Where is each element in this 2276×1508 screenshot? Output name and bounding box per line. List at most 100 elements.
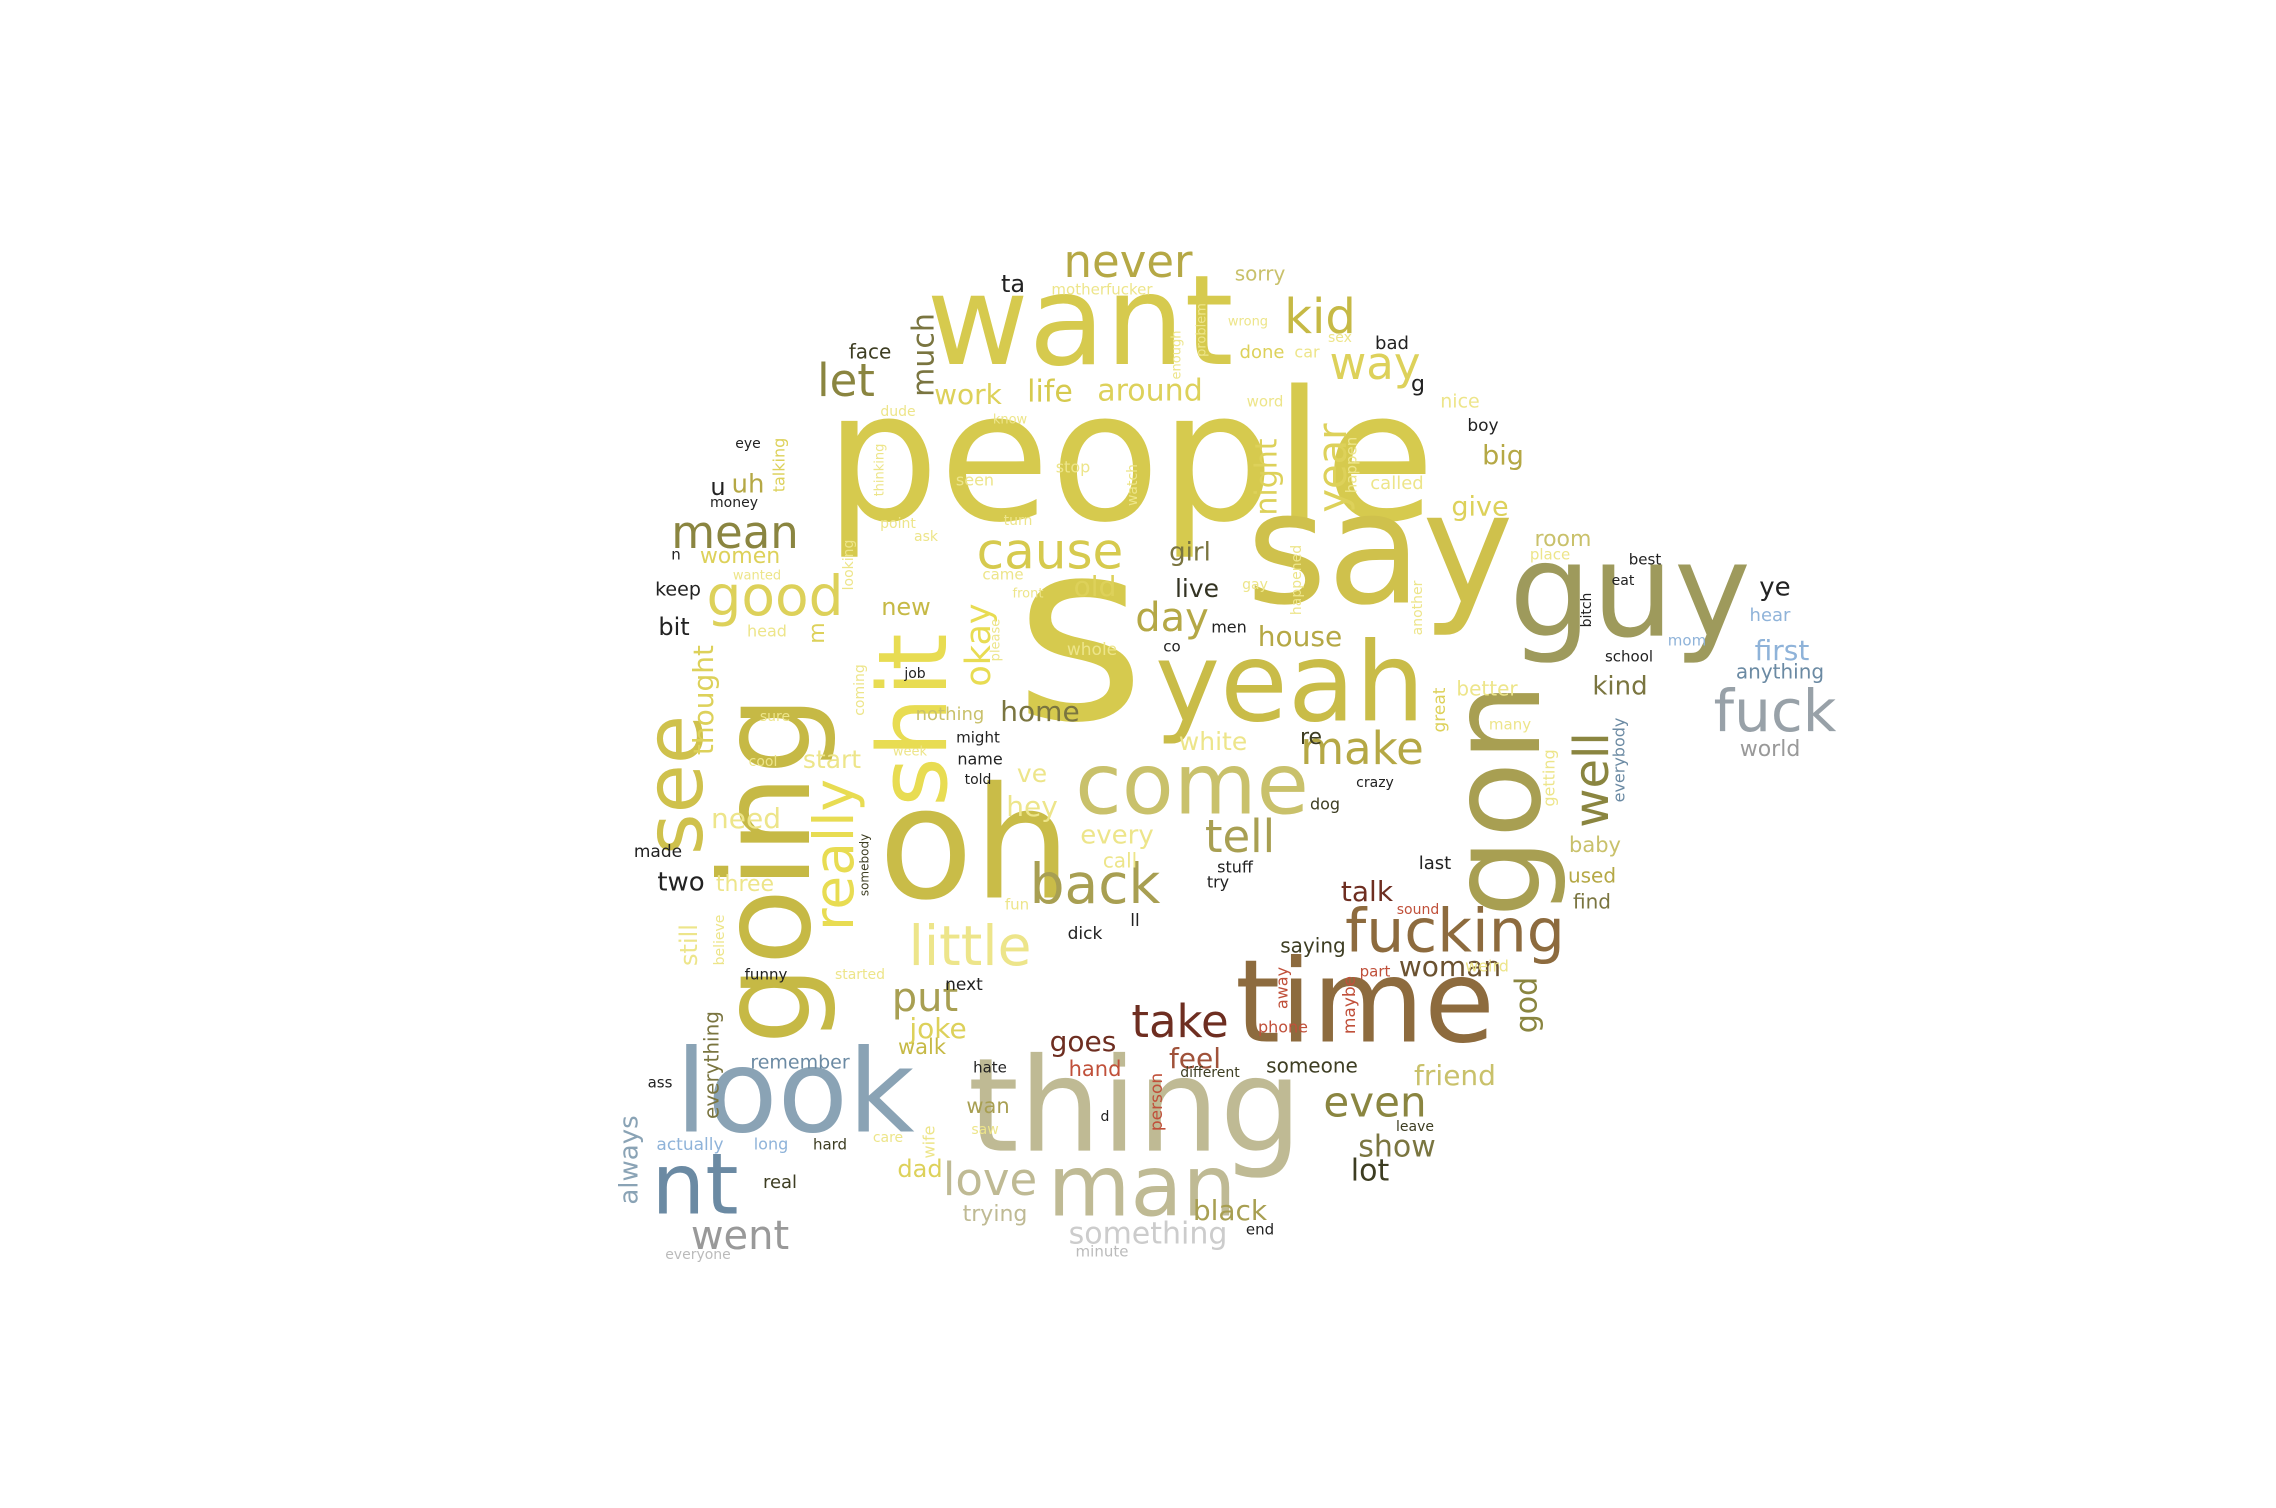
word-ass: ass <box>648 1074 673 1092</box>
word-sex: sex <box>1328 330 1352 346</box>
word-wanted: wanted <box>733 569 781 584</box>
word-shit: shit <box>859 633 969 806</box>
word-oh: oh <box>878 753 1071 934</box>
word-day: day <box>1135 595 1209 641</box>
word-different: different <box>1180 1065 1240 1081</box>
word-point: point <box>880 516 916 532</box>
word-see: see <box>628 715 721 855</box>
word-wrong: wrong <box>1228 315 1268 330</box>
word-old: old <box>1074 570 1117 603</box>
word-room: room <box>1535 527 1592 552</box>
word-end: end <box>1246 1221 1274 1239</box>
word-n: n <box>671 546 681 564</box>
word-still: still <box>675 924 703 966</box>
word-problem: problem <box>1195 303 1210 357</box>
word-men: men <box>1211 618 1247 637</box>
word-minute: minute <box>1076 1243 1129 1261</box>
word-white: white <box>1179 727 1247 756</box>
word-saw: saw <box>971 1122 998 1138</box>
word-done: done <box>1240 342 1285 363</box>
word-phone: phone <box>1258 1018 1308 1037</box>
word-make: make <box>1300 722 1424 775</box>
word-eat: eat <box>1612 573 1635 589</box>
word-hear: hear <box>1750 605 1792 626</box>
word-every: every <box>1080 821 1153 851</box>
word-anything: anything <box>1736 660 1824 684</box>
word-need: need <box>711 802 781 835</box>
word-ve: ve <box>1017 759 1047 788</box>
word-walk: walk <box>898 1035 947 1059</box>
word-call: call <box>1103 849 1137 873</box>
word-hate: hate <box>973 1059 1007 1077</box>
word-ye: ye <box>1759 573 1790 603</box>
word-even: even <box>1323 1078 1426 1127</box>
word-little: little <box>909 914 1032 978</box>
word-funny: funny <box>745 966 788 984</box>
word-people: people <box>825 353 1435 562</box>
word-wan: wan <box>966 1094 1009 1118</box>
word-uh: uh <box>732 470 765 500</box>
word-give: give <box>1451 492 1508 523</box>
word-cool: cool <box>749 754 778 770</box>
word-god: god <box>1510 977 1545 1033</box>
word-stop: stop <box>1056 458 1091 477</box>
word-u: u <box>710 473 725 501</box>
word-back: back <box>1030 852 1161 916</box>
word-two: two <box>657 868 704 898</box>
word-came: came <box>982 566 1023 584</box>
word-always: always <box>615 1115 645 1204</box>
word-whole: whole <box>1067 640 1117 660</box>
word-good: good <box>706 564 843 628</box>
word-kind: kind <box>1592 672 1647 702</box>
word-stuff: stuff <box>1217 858 1254 877</box>
word-feel: feel <box>1169 1042 1221 1075</box>
word-everybody: everybody <box>1610 718 1629 803</box>
word-take: take <box>1131 995 1228 1048</box>
word-name: name <box>957 750 1002 769</box>
word-start: start <box>803 745 861 774</box>
word-tell: tell <box>1205 810 1275 863</box>
word-talk: talk <box>1341 875 1394 908</box>
word-show: show <box>1358 1130 1436 1165</box>
word-okay: okay <box>959 603 999 686</box>
word-mean: mean <box>671 506 799 559</box>
word-better: better <box>1456 677 1518 701</box>
word-love: love <box>943 1153 1037 1206</box>
word-dude: dude <box>880 404 915 420</box>
word-work: work <box>934 378 1003 411</box>
word-fucking: fucking <box>1345 897 1565 967</box>
word-happen: happen <box>1343 437 1361 493</box>
word-school: school <box>1605 648 1653 666</box>
word-new: new <box>881 593 931 621</box>
word-want: want <box>926 249 1233 394</box>
word-man: man <box>1048 1137 1237 1236</box>
word-black: black <box>1193 1194 1268 1227</box>
word-home: home <box>1000 695 1079 728</box>
word-next: next <box>945 975 983 995</box>
word-g: g <box>1411 372 1425 397</box>
word-car: car <box>1294 343 1320 362</box>
word-know: know <box>993 413 1028 428</box>
word-women: women <box>700 544 780 569</box>
word-goes: goes <box>1050 1025 1117 1058</box>
word-dad: dad <box>897 1155 942 1183</box>
word-three: three <box>716 872 774 897</box>
word-eye: eye <box>735 436 761 452</box>
word-went: went <box>691 1213 789 1259</box>
word-best: best <box>1629 551 1662 569</box>
word-hey: hey <box>1006 790 1058 823</box>
word-well: well <box>1564 732 1620 827</box>
word-hard: hard <box>813 1136 847 1154</box>
word-leave: leave <box>1396 1119 1434 1135</box>
word-long: long <box>754 1135 789 1154</box>
word-thing: thing <box>968 1030 1302 1182</box>
word-talking: talking <box>770 438 789 493</box>
word-place: place <box>1530 546 1570 564</box>
word-hand: hand <box>1069 1057 1122 1081</box>
word-around: around <box>1097 374 1202 409</box>
word-really: really <box>802 779 866 931</box>
word-cause: cause <box>977 523 1124 581</box>
word-something: something <box>1069 1217 1228 1252</box>
word-never: never <box>1063 235 1193 288</box>
